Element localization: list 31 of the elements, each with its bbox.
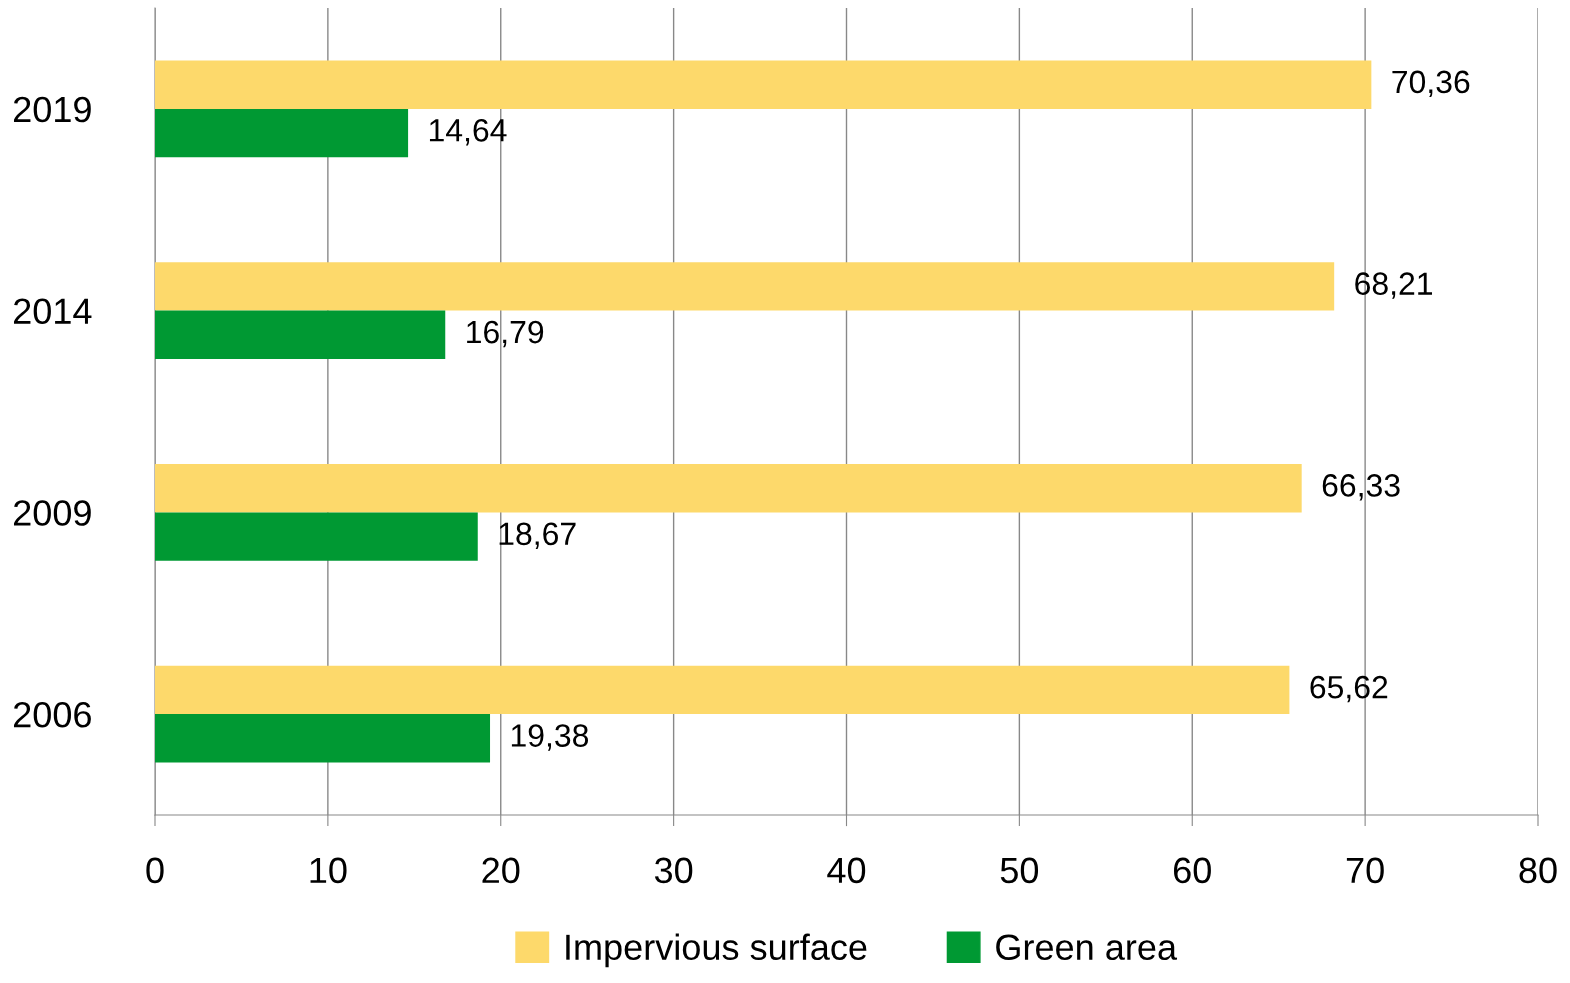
data-label: 18,67: [499, 522, 576, 549]
legend-label: Impervious surface: [566, 933, 867, 968]
x-tick-label: 30: [654, 857, 693, 884]
x-tick-label: 50: [1000, 857, 1039, 884]
x-tick-label: 70: [1346, 857, 1384, 884]
y-tick-label: 2009: [13, 500, 91, 526]
x-tick-label: 0: [146, 857, 164, 884]
x-tick-label: 10: [310, 857, 347, 884]
x-tick-label: 60: [1174, 857, 1211, 884]
x-tick-label: 20: [482, 857, 520, 884]
bar: [155, 665, 1290, 715]
data-label: 66,33: [1322, 474, 1400, 501]
bar: [155, 512, 478, 561]
data-label: 14,64: [429, 119, 507, 146]
data-label: 70,36: [1392, 70, 1470, 98]
data-label: 19,38: [511, 724, 589, 751]
data-label: 16,79: [467, 320, 544, 348]
bar: [155, 262, 1335, 311]
bar: [155, 310, 446, 360]
bar: [155, 463, 1302, 513]
legend-label: Green area: [996, 934, 1178, 961]
x-tick-label: 80: [1519, 857, 1557, 884]
x-tick-label: 40: [827, 857, 866, 884]
y-tick-label: 2014: [13, 298, 92, 325]
bar: [155, 714, 491, 763]
y-tick-label: 2019: [13, 96, 91, 123]
y-tick-label: 2006: [13, 701, 91, 728]
data-label: 68,21: [1355, 272, 1432, 299]
bar: [155, 108, 409, 158]
data-label: 65,62: [1310, 675, 1388, 703]
bar: [155, 60, 1372, 109]
